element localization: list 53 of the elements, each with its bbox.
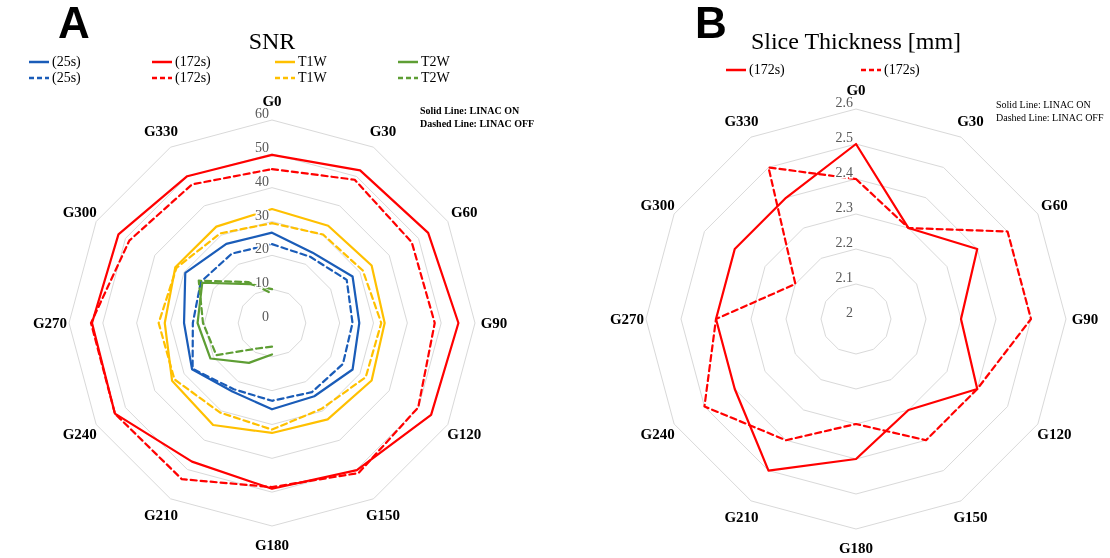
spoke-label: G30 (957, 112, 984, 129)
legend-label: T1W (298, 70, 327, 86)
legend-label: (172s) (175, 70, 211, 86)
y-tick-label: 60 (255, 106, 269, 121)
spoke-label: G90 (480, 315, 508, 331)
legend-label: (25s) (52, 70, 81, 86)
y-tick-label: 0 (262, 309, 269, 324)
y-tick-label: 40 (255, 173, 269, 189)
legend-label: (172s) (749, 62, 785, 78)
spoke-label: G210 (724, 509, 759, 526)
y-tick-label: 2 (846, 305, 853, 320)
spoke-label: G30 (369, 122, 397, 139)
spoke-label: G120 (1037, 425, 1072, 442)
text: B (695, 0, 727, 48)
spoke-label: G90 (1071, 311, 1099, 327)
y-tick-label: 2.4 (835, 165, 853, 180)
chart-title: Slice Thickness [mm] (750, 28, 962, 54)
spoke-label: G240 (62, 426, 97, 442)
legend-label: T2W (421, 54, 450, 70)
spoke-label: G180 (254, 537, 290, 553)
legend-label: (25s) (52, 54, 81, 70)
y-tick-label: 2.2 (835, 235, 853, 250)
spoke-label: G330 (143, 122, 179, 139)
spoke-label: G270 (32, 315, 68, 331)
legend-label: T1W (298, 54, 327, 70)
text: Solid Line: LINAC ON (420, 104, 521, 117)
spoke-label: G300 (62, 204, 97, 220)
spoke-label: G210 (143, 507, 179, 524)
legend-label: T2W (421, 70, 450, 86)
y-tick-label: 2.6 (835, 95, 853, 110)
spoke-label: G60 (1040, 196, 1068, 213)
spoke-label: G240 (640, 425, 675, 442)
spoke-label: G330 (724, 112, 759, 129)
chart-title: SNR (248, 28, 296, 54)
spoke-label: G300 (640, 196, 675, 213)
text: Solid Line: LINAC ON (996, 98, 1092, 111)
spoke-label: G120 (447, 426, 482, 442)
text: Dashed Line: LINAC OFF (420, 117, 535, 130)
text: A (58, 0, 90, 48)
legend-label: (172s) (884, 62, 920, 78)
spoke-label: G60 (450, 204, 478, 220)
spoke-label: G0 (262, 93, 282, 109)
legend-label: (172s) (175, 54, 211, 70)
spoke-label: G270 (609, 311, 645, 327)
text: Dashed Line: LINAC OFF (996, 111, 1104, 124)
y-tick-label: 2.3 (835, 200, 853, 215)
spoke-label: G150 (953, 509, 988, 526)
spoke-label: G150 (365, 507, 401, 524)
y-tick-label: 2.1 (835, 270, 853, 285)
y-tick-label: 50 (255, 139, 269, 155)
spoke-label: G180 (838, 540, 874, 556)
spoke-label: G0 (846, 82, 866, 98)
y-tick-label: 2.5 (835, 130, 853, 145)
